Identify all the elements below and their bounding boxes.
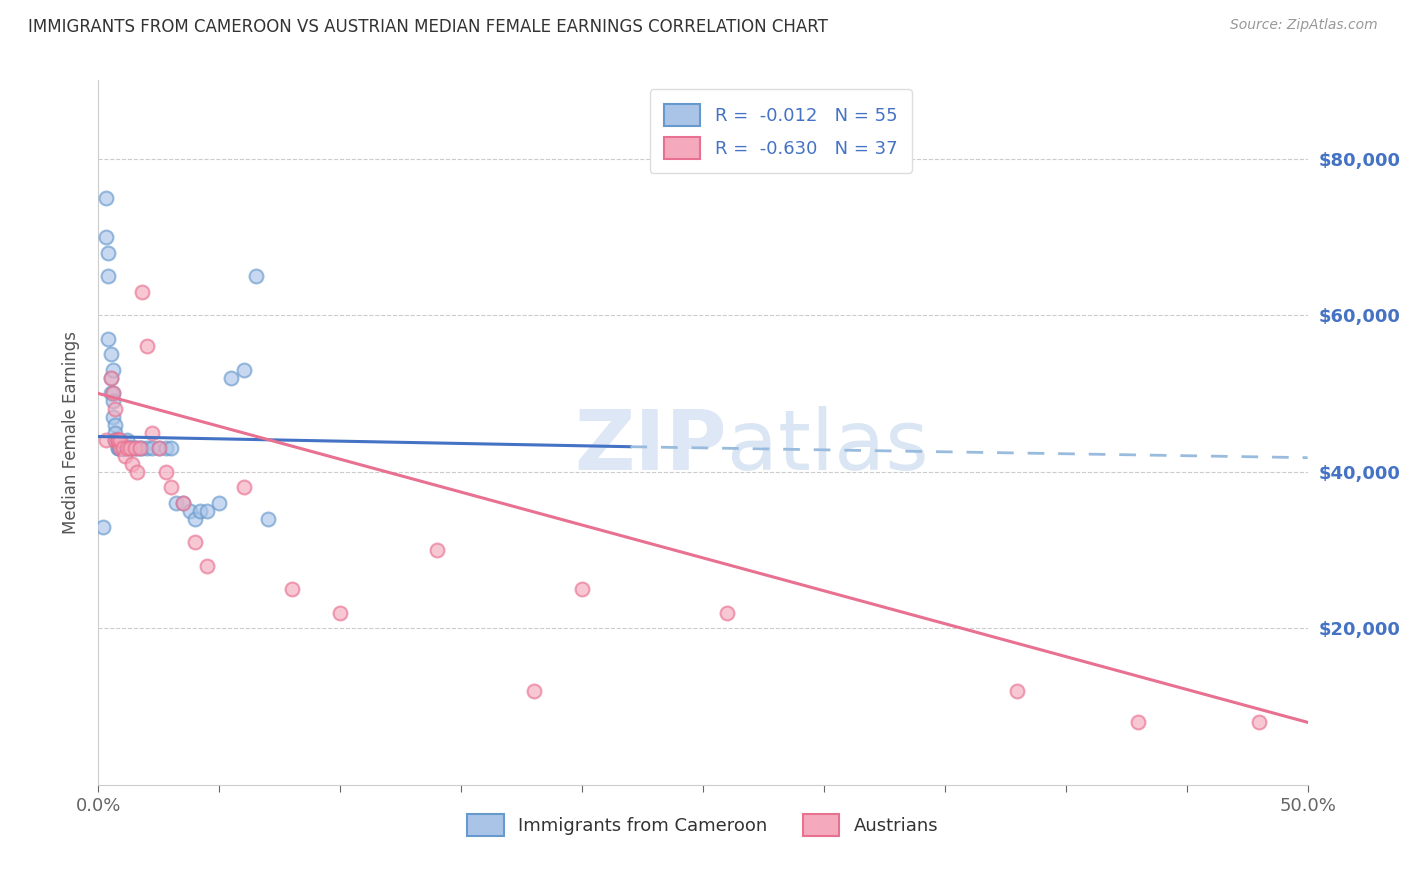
Point	[111, 442, 134, 456]
Point	[101, 386, 124, 401]
Point	[101, 394, 124, 409]
Point	[107, 434, 129, 448]
Text: IMMIGRANTS FROM CAMEROON VS AUSTRIAN MEDIAN FEMALE EARNINGS CORRELATION CHART: IMMIGRANTS FROM CAMEROON VS AUSTRIAN MED…	[28, 18, 828, 36]
Point	[232, 363, 254, 377]
Point	[124, 442, 146, 456]
Point	[104, 434, 127, 448]
Point	[117, 442, 139, 456]
Point	[118, 442, 141, 456]
Point	[104, 417, 127, 432]
Point	[107, 434, 129, 448]
Point	[104, 425, 127, 440]
Point	[131, 442, 153, 456]
Point	[155, 442, 177, 456]
Point	[208, 496, 231, 510]
Point	[1128, 715, 1150, 730]
Point	[101, 386, 124, 401]
Point	[1249, 715, 1271, 730]
Point	[121, 442, 143, 456]
Point	[111, 442, 134, 456]
Point	[245, 268, 267, 283]
Point	[281, 582, 304, 597]
Point	[117, 442, 139, 456]
Point	[160, 480, 183, 494]
Point	[100, 371, 122, 385]
Point	[101, 363, 124, 377]
Point	[221, 371, 243, 385]
Point	[107, 434, 129, 448]
Point	[114, 442, 136, 456]
Point	[571, 582, 593, 597]
Point	[101, 409, 124, 424]
Point	[108, 442, 131, 456]
Point	[118, 442, 141, 456]
Point	[94, 230, 117, 244]
Text: ZIP: ZIP	[575, 406, 727, 487]
Point	[108, 442, 131, 456]
Point	[155, 465, 177, 479]
Text: Source: ZipAtlas.com: Source: ZipAtlas.com	[1230, 18, 1378, 32]
Point	[107, 442, 129, 456]
Legend: Immigrants from Cameroon, Austrians: Immigrants from Cameroon, Austrians	[457, 803, 949, 847]
Point	[111, 442, 134, 456]
Point	[716, 606, 738, 620]
Point	[127, 465, 149, 479]
Point	[97, 245, 120, 260]
Point	[104, 434, 127, 448]
Point	[172, 496, 194, 510]
Point	[107, 434, 129, 448]
Y-axis label: Median Female Earnings: Median Female Earnings	[62, 331, 80, 534]
Point	[117, 434, 139, 448]
Point	[97, 268, 120, 283]
Point	[141, 442, 163, 456]
Point	[114, 449, 136, 463]
Point	[111, 442, 134, 456]
Point	[135, 442, 157, 456]
Point	[104, 402, 127, 417]
Point	[172, 496, 194, 510]
Point	[100, 386, 122, 401]
Point	[121, 457, 143, 471]
Point	[91, 519, 114, 533]
Point	[160, 442, 183, 456]
Point	[131, 285, 153, 299]
Point	[329, 606, 352, 620]
Point	[195, 504, 218, 518]
Point	[127, 442, 149, 456]
Point	[124, 442, 146, 456]
Point	[104, 434, 127, 448]
Point	[108, 434, 131, 448]
Point	[94, 434, 117, 448]
Point	[118, 442, 141, 456]
Point	[107, 442, 129, 456]
Point	[426, 543, 449, 558]
Point	[114, 442, 136, 456]
Point	[111, 442, 134, 456]
Point	[179, 504, 201, 518]
Point	[148, 442, 170, 456]
Point	[184, 535, 207, 549]
Point	[108, 442, 131, 456]
Point	[188, 504, 211, 518]
Point	[100, 371, 122, 385]
Text: atlas: atlas	[727, 406, 929, 487]
Point	[97, 332, 120, 346]
Point	[128, 442, 150, 456]
Point	[100, 347, 122, 361]
Point	[128, 442, 150, 456]
Point	[94, 191, 117, 205]
Point	[148, 442, 170, 456]
Point	[256, 512, 278, 526]
Point	[165, 496, 187, 510]
Point	[108, 442, 131, 456]
Point	[232, 480, 254, 494]
Point	[195, 558, 218, 573]
Point	[523, 684, 546, 698]
Point	[1007, 684, 1029, 698]
Point	[107, 434, 129, 448]
Point	[184, 512, 207, 526]
Point	[135, 339, 157, 353]
Point	[141, 425, 163, 440]
